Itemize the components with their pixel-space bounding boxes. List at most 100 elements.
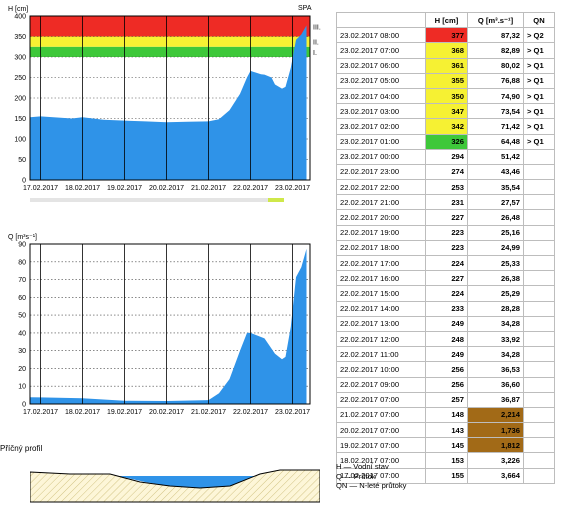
row-qn <box>523 148 555 165</box>
row-qn <box>523 209 555 226</box>
y-tick-label: 80 <box>18 259 26 266</box>
legend-q: Q — Průtok <box>336 471 376 481</box>
scroll-track <box>30 198 280 202</box>
header-q: Q [m³.s⁻¹] <box>467 11 524 29</box>
row-h: 143 <box>425 422 468 439</box>
row-date: 22.02.2017 10:00 <box>336 361 426 378</box>
cross-profile-svg <box>29 469 321 503</box>
y-tick-label: 200 <box>14 96 26 103</box>
table-row: 22.02.2017 10:00 256 36,53 <box>336 361 555 378</box>
row-q: 33,92 <box>467 330 524 348</box>
row-date: 23.02.2017 04:00 <box>336 87 426 105</box>
header-h: H [cm] <box>425 11 468 29</box>
row-qn <box>523 361 555 378</box>
row-qn <box>523 224 555 241</box>
row-h: 256 <box>425 376 468 393</box>
table-row: 22.02.2017 23:00 274 43,46 <box>336 163 555 181</box>
row-q: 80,02 <box>467 57 524 74</box>
row-date: 23.02.2017 06:00 <box>336 57 426 74</box>
table-row: 17.02.2017 07:00 155 3,664 <box>336 467 555 484</box>
profile-water <box>40 474 260 488</box>
row-h: 347 <box>425 103 468 120</box>
row-h: 342 <box>425 118 468 135</box>
row-date: 23.02.2017 07:00 <box>336 42 426 59</box>
y-tick-label: 400 <box>14 14 26 21</box>
water-level-chart: I. II. III. 400 350 300 250 200 150 100 50 0 17.02.2… <box>0 0 330 220</box>
row-q: 71,42 <box>467 118 524 135</box>
threshold-band <box>30 46 310 57</box>
row-q: 2,214 <box>467 406 524 424</box>
row-date: 23.02.2017 05:00 <box>336 72 426 89</box>
table-row: 22.02.2017 22:00 253 35,54 <box>336 179 555 196</box>
row-q: 26,48 <box>467 209 524 226</box>
row-date: 22.02.2017 21:00 <box>336 194 426 211</box>
row-date: 22.02.2017 14:00 <box>336 300 426 317</box>
row-date: 22.02.2017 16:00 <box>336 270 426 287</box>
row-qn <box>523 452 555 469</box>
table-row: 18.02.2017 07:00 153 3,226 <box>336 452 555 469</box>
y-tick-label: 250 <box>14 75 26 82</box>
y-tick-label: 40 <box>18 330 26 337</box>
row-h: 233 <box>425 300 468 317</box>
header-date <box>336 11 426 29</box>
row-h: 377 <box>425 27 468 44</box>
row-q: 87,32 <box>467 27 524 44</box>
legend-h: H — Vodní stav <box>336 462 389 471</box>
table-row: 23.02.2017 00:00 294 51,42 <box>336 148 555 165</box>
row-qn: > Q1 <box>523 118 555 135</box>
row-qn <box>523 239 555 257</box>
row-h: 249 <box>425 315 468 332</box>
y-tick-label: 90 <box>18 242 26 249</box>
table-row: 22.02.2017 11:00 249 34,28 <box>336 346 555 363</box>
row-date: 23.02.2017 08:00 <box>336 27 426 44</box>
row-qn <box>523 254 555 272</box>
row-date: 23.02.2017 02:00 <box>336 118 426 135</box>
row-h: 294 <box>425 148 468 165</box>
row-q: 27,57 <box>467 194 524 211</box>
row-qn <box>523 346 555 363</box>
row-qn <box>523 179 555 196</box>
x-tick-label: 22.02.2017 <box>233 409 268 416</box>
table-row: 23.02.2017 03:00 347 73,54 > Q1 <box>336 103 555 120</box>
table-body: 23.02.2017 08:00 377 87,32 > Q2 23.02.2017 0… <box>336 27 555 484</box>
row-date: 22.02.2017 15:00 <box>336 285 426 302</box>
row-h: 248 <box>425 330 468 348</box>
legend-qn: QN — N-leté průtoky <box>336 481 407 490</box>
row-qn <box>523 285 555 302</box>
threshold-band <box>30 16 310 37</box>
threshold-label: III. <box>313 24 321 31</box>
table-row: 21.02.2017 07:00 148 2,214 <box>336 406 555 424</box>
row-q: 64,48 <box>467 133 524 150</box>
table-header-row: H [cm] Q [m³.s⁻¹] QN <box>336 11 555 29</box>
table-row: 23.02.2017 08:00 377 87,32 > Q2 <box>336 27 555 44</box>
x-tick-label: 18.02.2017 <box>65 409 100 416</box>
row-date: 22.02.2017 12:00 <box>336 330 426 348</box>
discharge-chart-svg: 90 80 70 60 50 40 30 20 10 017.02.2017 18.02.2017 1… <box>8 234 311 416</box>
row-q: 76,88 <box>467 72 524 89</box>
y-tick-label: 30 <box>18 348 26 355</box>
row-h: 257 <box>425 391 468 408</box>
row-qn <box>523 391 555 408</box>
row-h: 153 <box>425 452 468 469</box>
table-row: 19.02.2017 07:00 145 1,812 <box>336 437 555 454</box>
row-qn: > Q1 <box>523 42 555 59</box>
table-row: 22.02.2017 17:00 224 25,33 <box>336 254 555 272</box>
plot-frame <box>29 15 311 181</box>
row-qn <box>523 437 555 454</box>
table-row: 23.02.2017 04:00 350 74,90 > Q1 <box>336 87 555 105</box>
scroll-thumb <box>268 198 284 202</box>
y-axis-label: H [cm] <box>8 6 28 13</box>
measurement-table: H [cm] Q [m³.s⁻¹] QN 23.02.2017 08:00 377… <box>336 11 555 484</box>
y-tick-label: 10 <box>18 384 26 391</box>
row-q: 3,226 <box>467 452 524 469</box>
table-row: 23.02.2017 07:00 368 82,89 > Q1 <box>336 42 555 59</box>
y-tick-label: 150 <box>14 116 26 123</box>
row-q: 26,38 <box>467 270 524 287</box>
row-q: 25,29 <box>467 285 524 302</box>
table-row: 23.02.2017 02:00 342 71,42 > Q1 <box>336 118 555 135</box>
row-h: 145 <box>425 437 468 454</box>
y-tick-label: 20 <box>18 366 26 373</box>
table-row: 22.02.2017 20:00 227 26,48 <box>336 209 555 226</box>
row-h: 274 <box>425 163 468 181</box>
table-row: 23.02.2017 06:00 361 80,02 > Q1 <box>336 57 555 74</box>
